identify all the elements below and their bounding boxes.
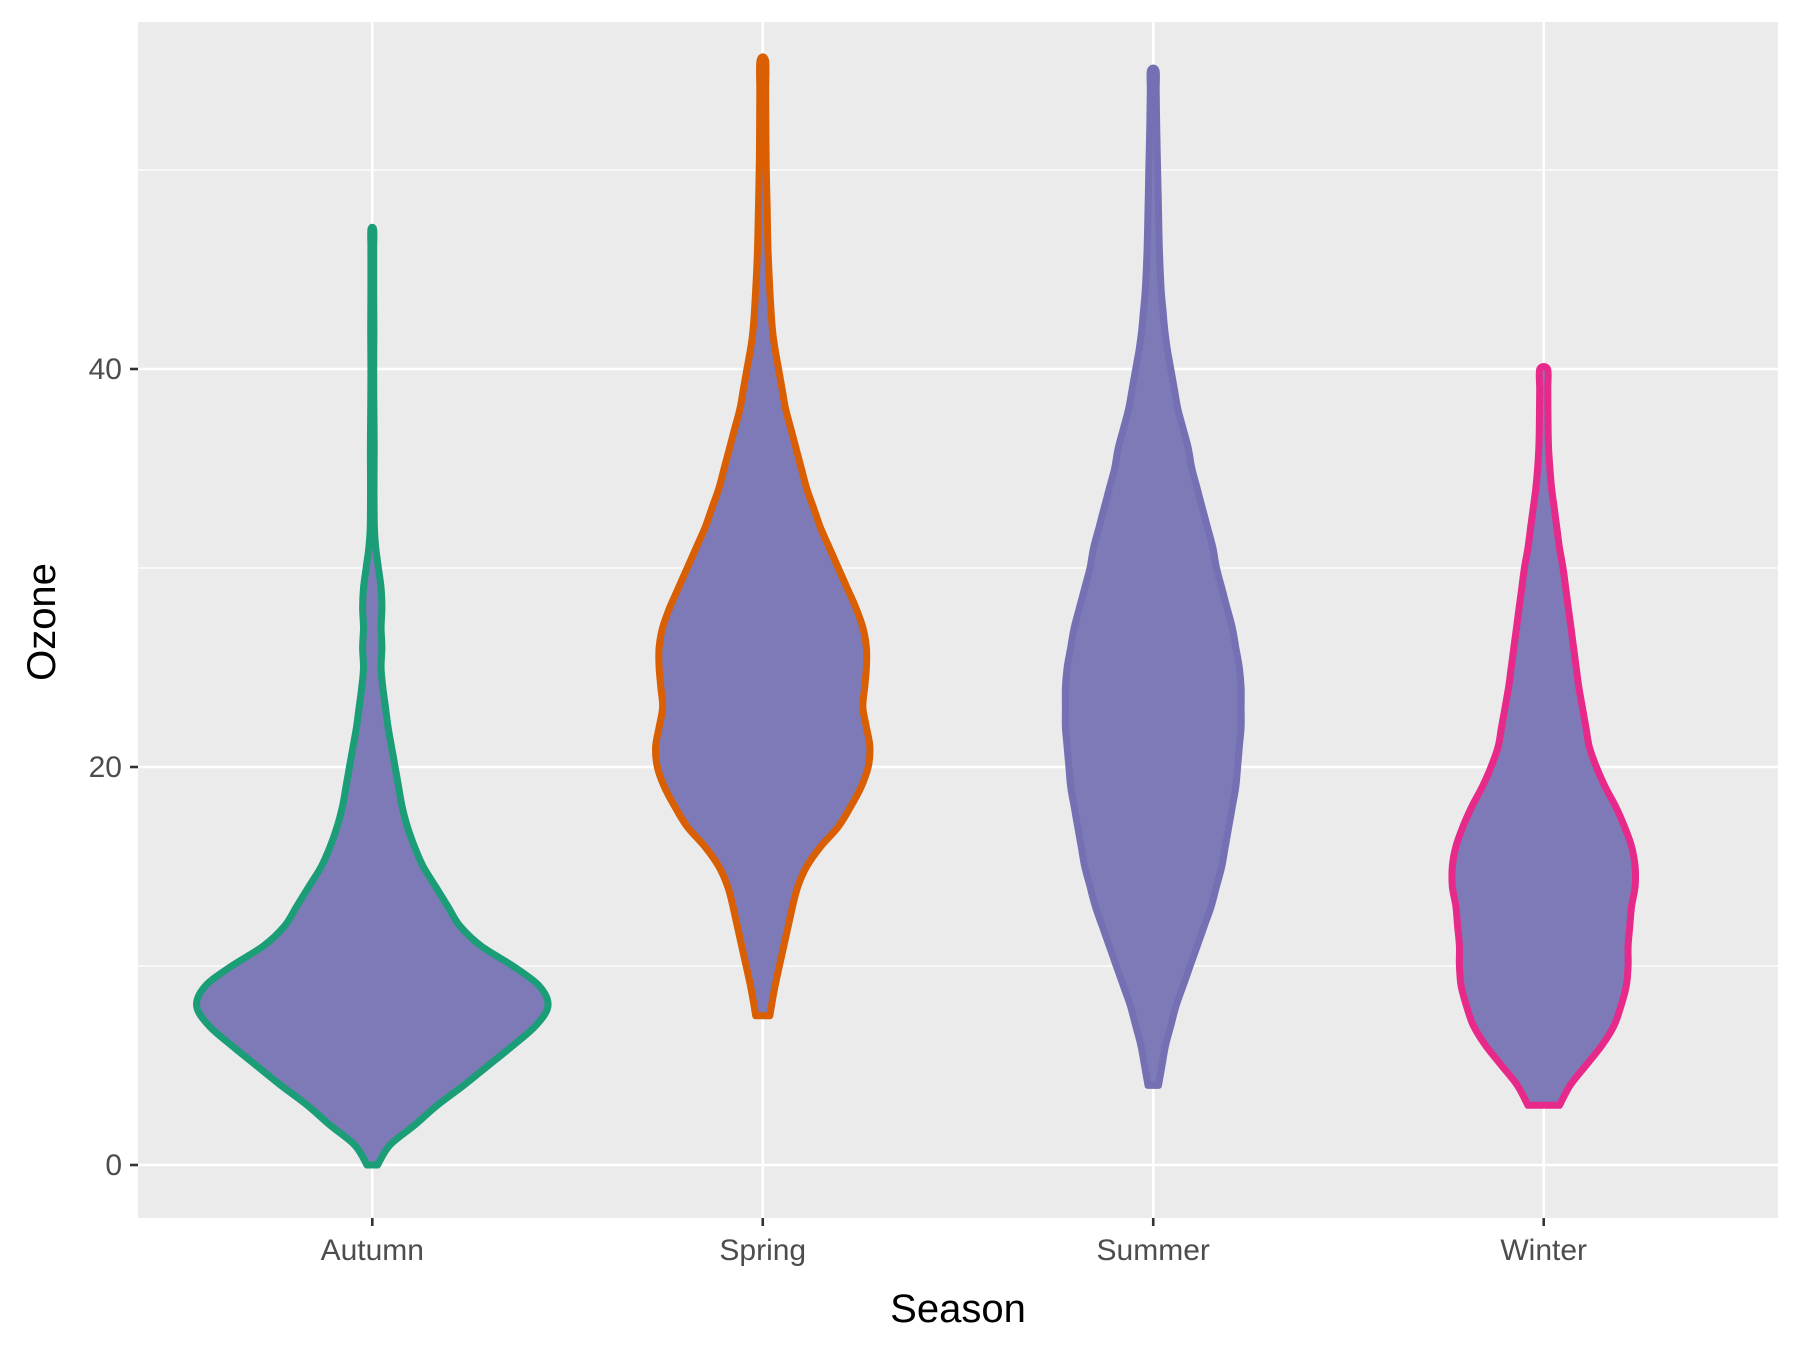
x-axis-title: Season: [890, 1287, 1026, 1331]
y-tick-label: 0: [105, 1149, 122, 1182]
x-axis: Autumn Spring Summer Winter: [321, 1218, 1587, 1267]
violins: [193, 53, 1640, 1169]
violin-winter: [1448, 363, 1640, 1109]
x-tick-label: Winter: [1500, 1234, 1587, 1267]
y-tick-label: 40: [89, 353, 122, 386]
x-tick-label: Summer: [1097, 1234, 1210, 1267]
violin-spring: [652, 53, 874, 1020]
y-axis: 0 20 40: [89, 353, 138, 1182]
x-tick-label: Autumn: [321, 1234, 424, 1267]
x-tick-label: Spring: [719, 1234, 806, 1267]
violin-autumn: [193, 223, 552, 1169]
y-tick-label: 20: [89, 751, 122, 784]
violin-summer: [1061, 64, 1245, 1089]
y-axis-title: Ozone: [20, 563, 64, 681]
